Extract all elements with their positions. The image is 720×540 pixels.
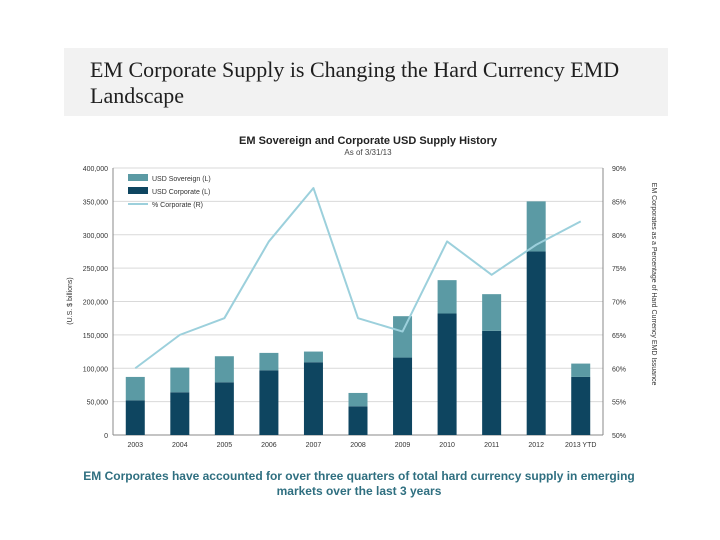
bar-usd-corporate bbox=[170, 392, 190, 435]
x-tick-label: 2005 bbox=[217, 442, 233, 449]
y2-tick-label: 90% bbox=[612, 166, 626, 173]
legend-label: % Corporate (R) bbox=[152, 202, 203, 209]
bars bbox=[125, 201, 591, 435]
y2-tick-label: 80% bbox=[612, 233, 626, 240]
chart-title: EM Sovereign and Corporate USD Supply Hi… bbox=[239, 135, 498, 147]
bar-usd-sovereign bbox=[482, 294, 502, 331]
y-tick-label: 0 bbox=[104, 433, 108, 440]
x-tick-label: 2006 bbox=[261, 442, 277, 449]
x-tick-label: 2010 bbox=[439, 442, 455, 449]
bar-usd-sovereign bbox=[303, 351, 323, 363]
bar-usd-sovereign bbox=[170, 367, 190, 393]
bar-usd-corporate bbox=[571, 376, 591, 435]
bar-usd-corporate bbox=[348, 406, 368, 435]
bar-usd-sovereign bbox=[348, 392, 368, 407]
y-tick-label: 50,000 bbox=[87, 400, 109, 407]
y-tick-label: 300,000 bbox=[83, 233, 108, 240]
gridlines bbox=[113, 167, 603, 436]
y-tick-label: 150,000 bbox=[83, 333, 108, 340]
y-axis-label: (U.S. $ billions) bbox=[67, 277, 74, 324]
y2-axis-label: EM Corporates as a Percentage of Hard Cu… bbox=[650, 183, 657, 386]
x-tick-label: 2013 YTD bbox=[565, 442, 596, 449]
legend: USD Sovereign (L) USD Corporate (L) % Corp… bbox=[128, 174, 211, 209]
legend-label: USD Corporate (L) bbox=[152, 189, 210, 196]
y2-tick-label: 70% bbox=[612, 300, 626, 307]
bar-usd-corporate bbox=[125, 400, 145, 435]
bar-usd-sovereign bbox=[571, 363, 591, 377]
bar-usd-sovereign bbox=[526, 201, 546, 252]
title-band: EM Corporate Supply is Changing the Hard… bbox=[64, 48, 668, 116]
bar-usd-corporate bbox=[526, 251, 546, 435]
x-tick-label: 2003 bbox=[127, 442, 143, 449]
y2-tick-label: 75% bbox=[612, 266, 626, 273]
y-tick-label: 200,000 bbox=[83, 300, 108, 307]
y-tick-label: 100,000 bbox=[83, 366, 108, 373]
bar-usd-corporate bbox=[393, 357, 413, 435]
bar-usd-sovereign bbox=[393, 316, 413, 358]
bar-usd-corporate bbox=[303, 362, 323, 435]
bar-usd-sovereign bbox=[125, 376, 145, 401]
x-tick-label: 2011 bbox=[484, 442, 499, 449]
bar-usd-sovereign bbox=[214, 356, 234, 383]
y2-tick-label: 65% bbox=[612, 333, 626, 340]
y-tick-label: 250,000 bbox=[83, 266, 108, 273]
y2-tick-label: 85% bbox=[612, 199, 626, 206]
pct-line-layer bbox=[134, 187, 582, 370]
chart-subtitle: As of 3/31/13 bbox=[344, 148, 392, 157]
x-tick-label: 2009 bbox=[395, 442, 411, 449]
y2-tick-label: 50% bbox=[612, 433, 626, 440]
y2-tick-label: 55% bbox=[612, 400, 626, 407]
bar-usd-sovereign bbox=[259, 352, 279, 371]
slide-title: EM Corporate Supply is Changing the Hard… bbox=[90, 57, 620, 108]
legend-swatch-sovereign bbox=[128, 174, 148, 181]
x-tick-label: 2012 bbox=[528, 442, 544, 449]
pct-corporate-line bbox=[134, 187, 582, 370]
bar-usd-corporate bbox=[482, 330, 502, 435]
y-tick-label: 400,000 bbox=[83, 166, 108, 173]
bar-usd-corporate bbox=[259, 370, 279, 435]
footnote: EM Corporates have accounted for over th… bbox=[83, 469, 635, 498]
legend-swatch-corporate bbox=[128, 187, 148, 194]
legend-label: USD Sovereign (L) bbox=[152, 176, 211, 183]
y-tick-label: 350,000 bbox=[83, 199, 108, 206]
x-tick-label: 2004 bbox=[172, 442, 188, 449]
bar-usd-corporate bbox=[214, 382, 234, 435]
y2-tick-label: 60% bbox=[612, 366, 626, 373]
bar-usd-sovereign bbox=[437, 280, 457, 314]
x-tick-label: 2007 bbox=[306, 442, 322, 449]
x-tick-label: 2008 bbox=[350, 442, 366, 449]
bar-usd-corporate bbox=[437, 313, 457, 435]
axes: 0 50,000 100,000 150,000 200,000 250,000 300,0… bbox=[83, 166, 626, 449]
